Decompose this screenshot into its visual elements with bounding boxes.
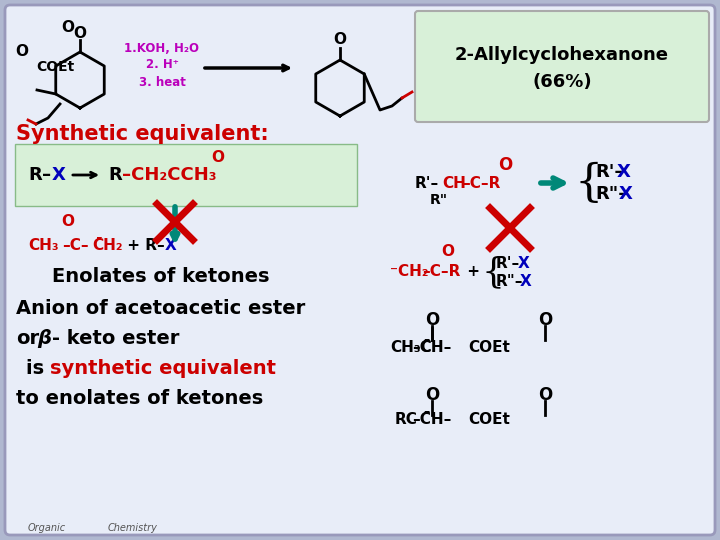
Text: –C̄H–: –C̄H– bbox=[413, 413, 451, 428]
Text: O: O bbox=[212, 150, 225, 165]
Text: RC: RC bbox=[395, 413, 418, 428]
Text: to enolates of ketones: to enolates of ketones bbox=[16, 388, 264, 408]
Text: Enolates of ketones: Enolates of ketones bbox=[52, 267, 269, 286]
Text: X: X bbox=[619, 185, 633, 203]
Text: R: R bbox=[108, 166, 122, 184]
Text: X: X bbox=[52, 166, 66, 184]
Text: R'–: R'– bbox=[496, 255, 521, 271]
Text: R'–: R'– bbox=[595, 163, 624, 181]
Text: 2-Allylcyclohexanone: 2-Allylcyclohexanone bbox=[455, 46, 669, 64]
Text: –C–R: –C–R bbox=[422, 265, 460, 280]
Text: O: O bbox=[425, 386, 439, 404]
Text: –C–R: –C–R bbox=[462, 176, 500, 191]
Text: R"–: R"– bbox=[496, 274, 523, 289]
Text: ⁻CH₂: ⁻CH₂ bbox=[390, 265, 428, 280]
Text: (66%): (66%) bbox=[532, 73, 592, 91]
Text: O: O bbox=[441, 245, 454, 260]
Text: or: or bbox=[16, 328, 39, 348]
Text: R'–: R'– bbox=[415, 176, 439, 191]
Text: X: X bbox=[520, 274, 532, 289]
Text: CH: CH bbox=[442, 176, 466, 191]
FancyBboxPatch shape bbox=[5, 5, 715, 535]
Text: - keto ester: - keto ester bbox=[52, 328, 179, 348]
Text: β: β bbox=[37, 328, 51, 348]
Text: X: X bbox=[518, 255, 530, 271]
Text: O: O bbox=[498, 156, 512, 174]
Text: {: { bbox=[482, 255, 505, 289]
Text: O: O bbox=[425, 311, 439, 329]
Text: O: O bbox=[333, 32, 346, 48]
Text: C̄H₂: C̄H₂ bbox=[92, 238, 122, 253]
Text: COEt: COEt bbox=[468, 341, 510, 355]
Text: CH₃C: CH₃C bbox=[390, 341, 432, 355]
Text: {: { bbox=[575, 161, 603, 205]
Text: O: O bbox=[73, 26, 86, 42]
Text: –: – bbox=[42, 166, 51, 184]
Text: 1.KOH, H₂O: 1.KOH, H₂O bbox=[125, 42, 199, 55]
Text: X: X bbox=[617, 163, 631, 181]
Text: –C–: –C– bbox=[62, 238, 89, 253]
Text: Synthetic equivalent:: Synthetic equivalent: bbox=[16, 124, 269, 144]
Text: synthetic equivalent: synthetic equivalent bbox=[50, 359, 276, 377]
Text: 2. H⁺: 2. H⁺ bbox=[145, 57, 179, 71]
Text: –CH₂CCH₃: –CH₂CCH₃ bbox=[122, 166, 217, 184]
Text: –C̄H–: –C̄H– bbox=[413, 341, 451, 355]
Text: R"–: R"– bbox=[595, 185, 627, 203]
Text: Anion of acetoacetic ester: Anion of acetoacetic ester bbox=[16, 299, 305, 318]
Text: O: O bbox=[538, 386, 552, 404]
Text: CH₃: CH₃ bbox=[28, 238, 58, 253]
Text: +: + bbox=[462, 265, 485, 280]
FancyBboxPatch shape bbox=[415, 11, 709, 122]
Text: O: O bbox=[16, 44, 29, 59]
Text: + R–: + R– bbox=[122, 238, 165, 253]
Text: X: X bbox=[165, 238, 176, 253]
Text: Chemistry: Chemistry bbox=[108, 523, 158, 533]
FancyBboxPatch shape bbox=[15, 144, 357, 206]
Text: COEt: COEt bbox=[36, 60, 74, 74]
Text: O: O bbox=[538, 311, 552, 329]
Text: O: O bbox=[61, 21, 74, 36]
Text: R": R" bbox=[430, 193, 448, 207]
Text: is: is bbox=[26, 359, 51, 377]
Text: 3. heat: 3. heat bbox=[138, 76, 186, 89]
Text: R: R bbox=[28, 166, 42, 184]
Text: O: O bbox=[61, 214, 74, 230]
Text: COEt: COEt bbox=[468, 413, 510, 428]
Text: Organic: Organic bbox=[28, 523, 66, 533]
